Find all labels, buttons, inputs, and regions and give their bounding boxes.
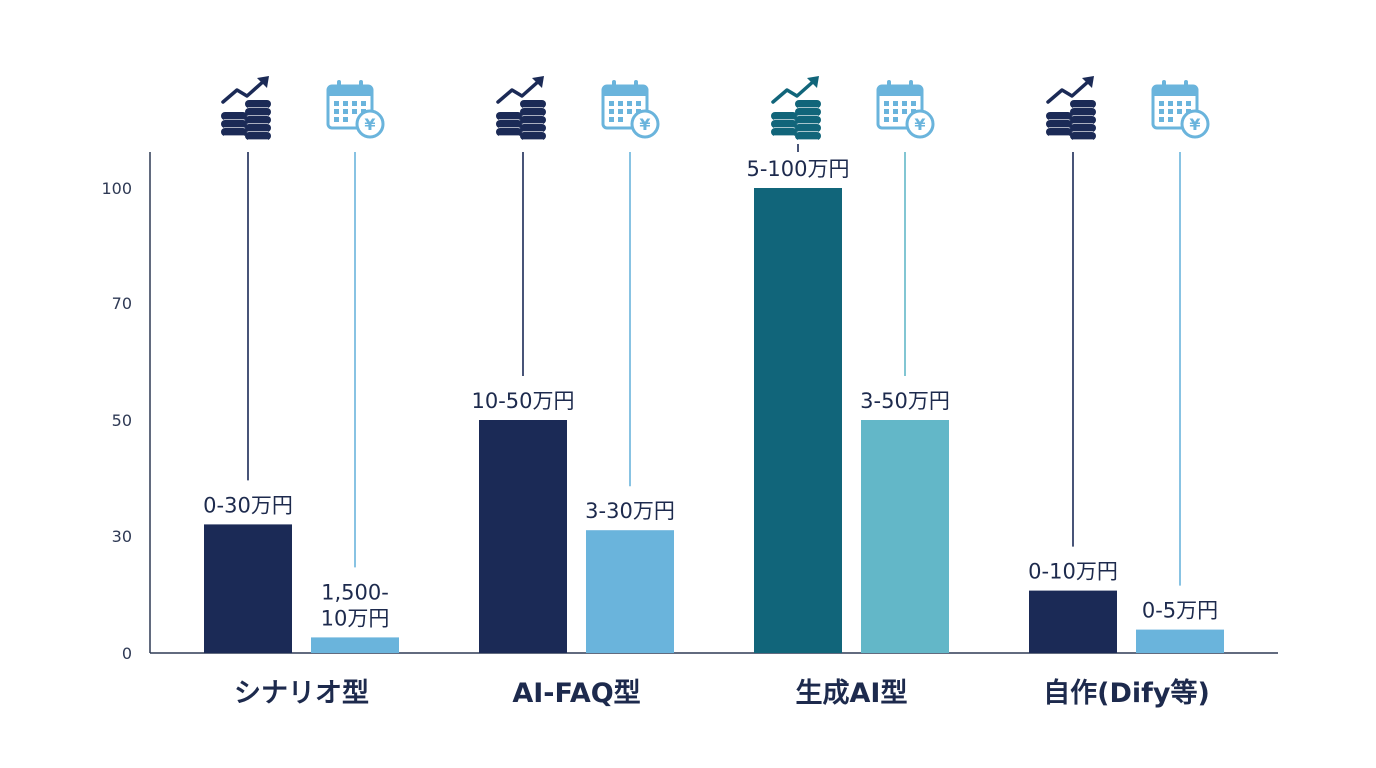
- data-label: 0-10万円: [1028, 560, 1118, 584]
- y-tick-label: 50: [112, 411, 132, 430]
- svg-text:¥: ¥: [1189, 115, 1200, 134]
- bar: [204, 524, 292, 653]
- bar: [1029, 590, 1117, 653]
- category-labels: シナリオ型 AI-FAQ型 生成AI型 自作(Dify等): [234, 677, 1210, 709]
- coins-growth-icon: [1046, 76, 1096, 141]
- y-tick-label: 0: [122, 644, 132, 663]
- coins-growth-icon: [221, 76, 271, 141]
- data-label: 0-5万円: [1142, 599, 1218, 623]
- bar: [1136, 629, 1224, 653]
- bar: [311, 637, 399, 653]
- svg-text:¥: ¥: [639, 115, 650, 134]
- leader-lines: [247, 144, 1181, 586]
- data-labels: 0-30万円 1,500-10万円 10-50万円 3-30万円 5-100万円 3-50…: [203, 157, 1218, 630]
- calendar-yen-icon: ¥: [601, 80, 660, 139]
- y-tick-label: 70: [112, 294, 132, 313]
- category-label: 生成AI型: [796, 678, 908, 709]
- calendar-yen-icon: ¥: [326, 80, 385, 139]
- bar: [586, 530, 674, 653]
- icons: ¥ ¥ ¥ ¥: [221, 76, 1210, 141]
- calendar-yen-icon: ¥: [1151, 80, 1210, 139]
- coins-growth-icon: [496, 76, 546, 141]
- data-label: 5-100万円: [746, 157, 849, 181]
- bar: [754, 188, 842, 653]
- category-label: AI-FAQ型: [512, 678, 640, 709]
- data-label: 1,500-10万円: [321, 580, 390, 630]
- svg-text:¥: ¥: [914, 115, 925, 134]
- bars: [204, 188, 1224, 653]
- category-label: 自作(Dify等): [1043, 677, 1210, 709]
- svg-text:¥: ¥: [364, 115, 375, 134]
- calendar-yen-icon: ¥: [876, 80, 935, 139]
- data-label: 3-30万円: [585, 499, 675, 523]
- data-label: 3-50万円: [860, 389, 950, 413]
- bar: [479, 420, 567, 653]
- bar: [861, 420, 949, 653]
- y-tick-label: 100: [101, 179, 132, 198]
- y-tick-label: 30: [112, 527, 132, 546]
- category-label: シナリオ型: [234, 678, 369, 709]
- data-label: 10-50万円: [471, 389, 574, 413]
- data-label: 0-30万円: [203, 493, 293, 517]
- coins-growth-icon: [771, 76, 821, 141]
